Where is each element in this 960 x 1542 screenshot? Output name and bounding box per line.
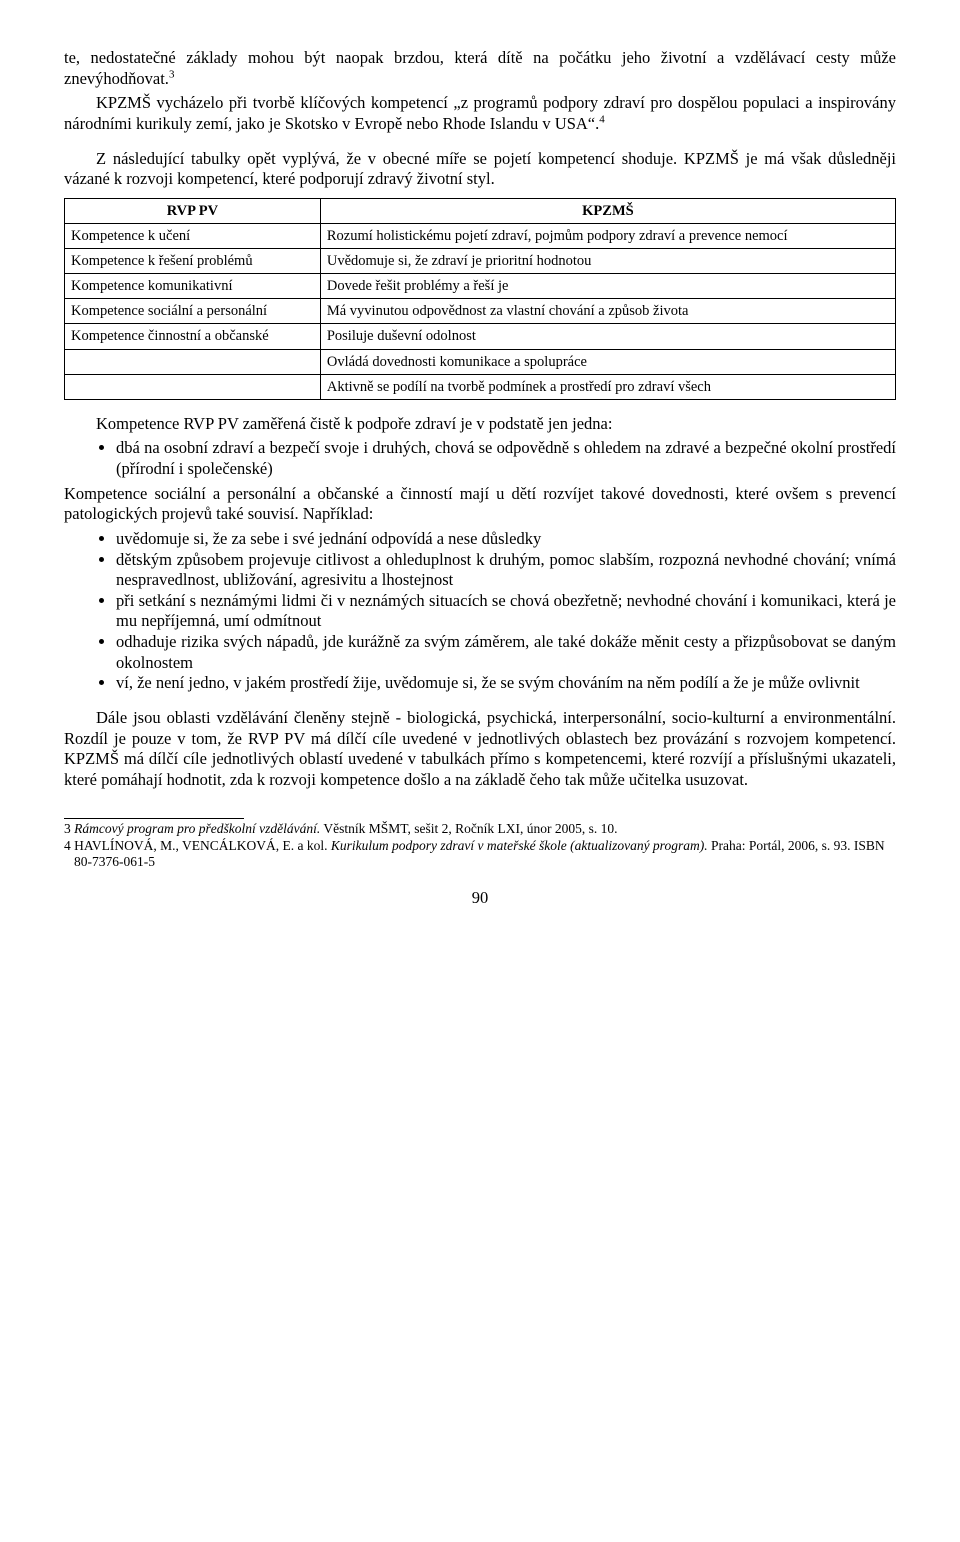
table-row: Kompetence komunikativní Dovede řešit pr… [65,274,896,299]
footnote-rest: Věstník MŠMT, sešit 2, Ročník LXI, únor … [320,821,617,836]
table-cell [65,374,321,399]
table-header-row: RVP PV KPZMŠ [65,198,896,223]
table-cell: Kompetence k učení [65,223,321,248]
table-cell [65,349,321,374]
table-cell: Uvědomuje si, že zdraví je prioritní hod… [320,249,895,274]
table-row: Kompetence k učení Rozumí holistickému p… [65,223,896,248]
table-row: Kompetence činnostní a občanské Posiluje… [65,324,896,349]
table-row: Ovládá dovednosti komunikace a spoluprác… [65,349,896,374]
list-item: odhaduje rizika svých nápadů, jde kurážn… [116,632,896,673]
table-cell: Má vyvinutou odpovědnost za vlastní chov… [320,299,895,324]
para2-text-a: KPZMŠ vycházelo při tvorbě klíčových kom… [64,93,896,133]
paragraph-5: Kompetence sociální a personální a občan… [64,484,896,525]
paragraph-2: KPZMŠ vycházelo při tvorbě klíčových kom… [64,93,896,134]
paragraph-6: Dále jsou oblasti vzdělávání členěny ste… [64,708,896,791]
table-header-rvp: RVP PV [65,198,321,223]
paragraph-4: Kompetence RVP PV zaměřená čistě k podpo… [64,414,896,435]
table-cell: Rozumí holistickému pojetí zdraví, pojmů… [320,223,895,248]
footnote-num: 3 [64,821,74,836]
table-cell: Ovládá dovednosti komunikace a spoluprác… [320,349,895,374]
table-header-kpzms: KPZMŠ [320,198,895,223]
table-row: Kompetence k řešení problémů Uvědomuje s… [65,249,896,274]
list-item: uvědomuje si, že za sebe i své jednání o… [116,529,896,550]
footnote-num: 4 HAVLÍNOVÁ, M., VENCÁLKOVÁ, E. a kol. [64,838,331,853]
superscript-3: 3 [169,68,175,80]
paragraph-3: Z následující tabulky opět vyplývá, že v… [64,149,896,190]
table-cell: Posiluje duševní odolnost [320,324,895,349]
footnote-italic: Rámcový program pro předškolní vzděláván… [74,821,320,836]
table-cell: Kompetence k řešení problémů [65,249,321,274]
list-item: dbá na osobní zdraví a bezpečí svoje i d… [116,438,896,479]
bullet-list-1: dbá na osobní zdraví a bezpečí svoje i d… [64,438,896,479]
table-row: Kompetence sociální a personální Má vyvi… [65,299,896,324]
list-item: ví, že není jedno, v jakém prostředí žij… [116,673,896,694]
footnote-3: 3 Rámcový program pro předškolní vzděláv… [64,821,896,837]
table-cell: Aktivně se podílí na tvorbě podmínek a p… [320,374,895,399]
page-number: 90 [64,888,896,909]
list-item: dětským způsobem projevuje citlivost a o… [116,550,896,591]
table-cell: Kompetence činnostní a občanské [65,324,321,349]
table-cell: Kompetence komunikativní [65,274,321,299]
para1-text-a: te, nedostatečné základy mohou být naopa… [64,48,896,88]
footnote-separator [64,818,244,819]
bullet-list-2: uvědomuje si, že za sebe i své jednání o… [64,529,896,694]
footnote-4: 4 HAVLÍNOVÁ, M., VENCÁLKOVÁ, E. a kol. K… [64,838,896,870]
table-cell: Dovede řešit problémy a řeší je [320,274,895,299]
paragraph-1: te, nedostatečné základy mohou být naopa… [64,48,896,89]
table-row: Aktivně se podílí na tvorbě podmínek a p… [65,374,896,399]
competence-table: RVP PV KPZMŠ Kompetence k učení Rozumí h… [64,198,896,400]
footnote-italic: Kurikulum podpory zdraví v mateřské škol… [331,838,708,853]
table-cell: Kompetence sociální a personální [65,299,321,324]
list-item: při setkání s neznámými lidmi či v nezná… [116,591,896,632]
superscript-4: 4 [599,113,605,125]
